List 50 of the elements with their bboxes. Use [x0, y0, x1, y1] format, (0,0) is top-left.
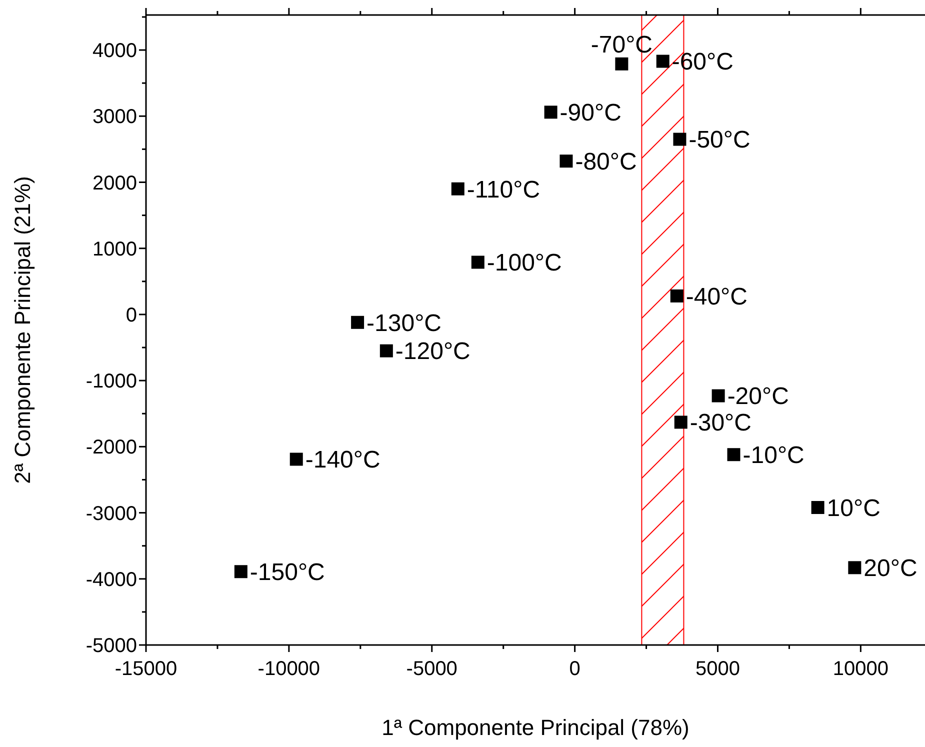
y-tick-label: 4000 — [92, 40, 137, 62]
point — [234, 565, 248, 578]
point — [656, 54, 670, 68]
annotation: -50°C — [688, 126, 750, 154]
y-tick-label: 1000 — [92, 238, 137, 260]
y-tick-label: -5000 — [86, 635, 137, 657]
point — [560, 154, 573, 168]
x-tick-label: -10000 — [258, 658, 320, 680]
point — [674, 416, 688, 429]
annotation: -80°C — [575, 148, 637, 176]
annotation: -120°C — [395, 338, 470, 366]
annotation: -20°C — [727, 383, 789, 410]
annotation: -150°C — [250, 559, 325, 586]
y-tick-label: 3000 — [92, 106, 137, 128]
x-tick-label: -5000 — [406, 658, 458, 680]
point — [615, 57, 628, 70]
y-tick-label: -4000 — [86, 568, 137, 591]
y-tick-label: -1000 — [86, 370, 137, 393]
point — [673, 132, 686, 146]
y-tick-label: 2000 — [92, 172, 137, 194]
point — [544, 106, 558, 119]
point — [848, 561, 862, 574]
y-tick-label: 0 — [126, 304, 137, 326]
annotation: -40°C — [686, 283, 748, 310]
point — [380, 344, 393, 358]
annotation: -140°C — [305, 446, 380, 474]
y-tick-label: -3000 — [86, 502, 137, 525]
x-tick-label: 10000 — [832, 658, 888, 680]
x-tick-label: 0 — [569, 658, 580, 680]
point — [712, 389, 725, 402]
annotation: -10°C — [742, 442, 804, 470]
point — [670, 289, 684, 302]
x-axis-title: 1ª Componente Principal (78%) — [382, 715, 690, 740]
point — [811, 500, 824, 514]
x-tick-label: -15000 — [114, 658, 178, 680]
point — [290, 452, 303, 466]
x-tick-label: 5000 — [695, 658, 740, 680]
annotation: -90°C — [560, 100, 622, 127]
annotation: -30°C — [690, 410, 752, 437]
annotation: 10°C — [826, 494, 880, 522]
y-tick-label: -2000 — [86, 436, 137, 459]
point — [351, 316, 364, 329]
y-axis-title: 2ª Componente Principal (21%) — [10, 176, 35, 484]
annotation: -130°C — [366, 310, 442, 337]
annotation: -100°C — [486, 250, 562, 277]
annotation: 20°C — [864, 555, 918, 582]
annotation: -110°C — [466, 176, 540, 204]
point — [727, 448, 740, 462]
point — [451, 182, 464, 196]
point — [471, 256, 484, 269]
